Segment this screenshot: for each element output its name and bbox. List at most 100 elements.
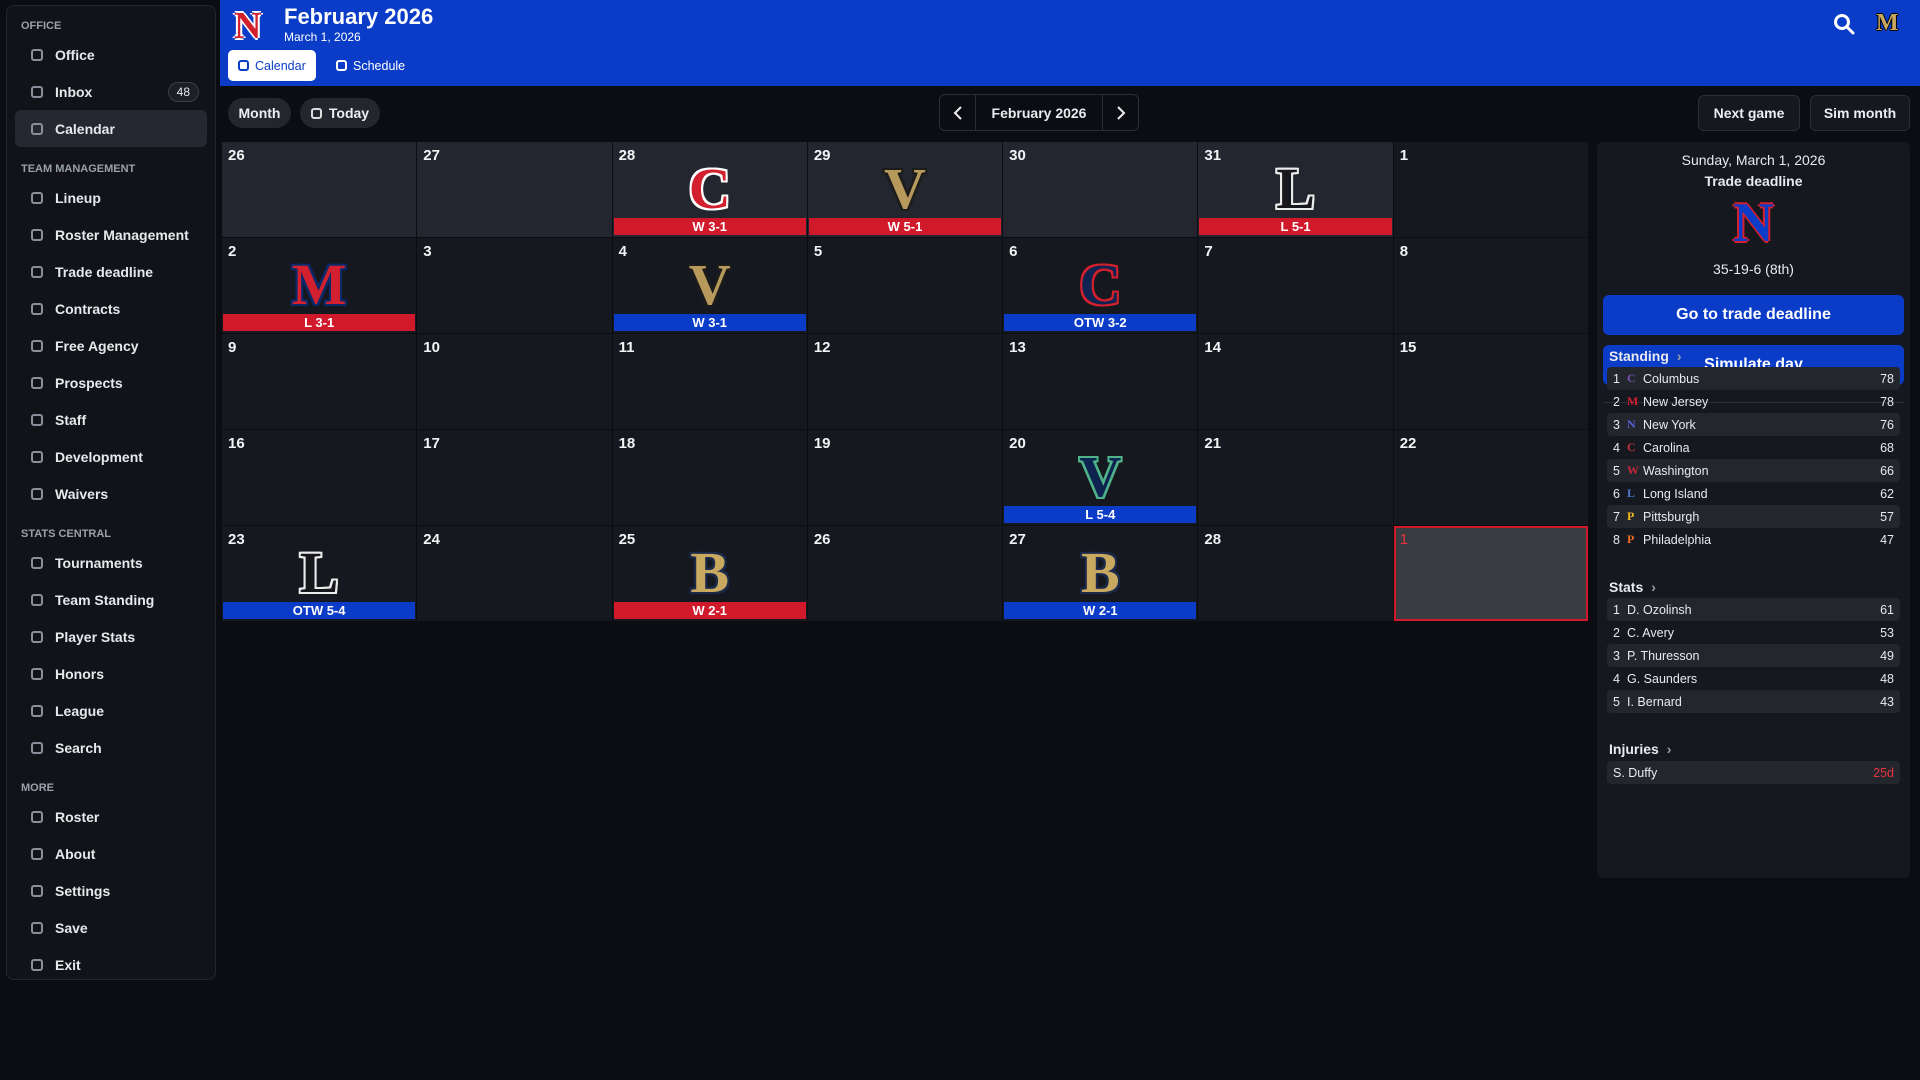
nav-item[interactable]: League	[15, 692, 207, 729]
nav-item[interactable]: Prospects	[15, 364, 207, 401]
nav-item[interactable]: Player Stats	[15, 618, 207, 655]
day-cell[interactable]: 1	[1393, 142, 1588, 237]
day-cell[interactable]: 27	[417, 142, 612, 237]
team-icon: C	[1627, 440, 1636, 454]
day-cell[interactable]: 26	[222, 142, 417, 237]
nav-icon	[31, 921, 43, 934]
day-cell[interactable]: 31 L L 5-1	[1198, 142, 1393, 237]
list-row: 5 I. Bernard 43	[1607, 690, 1900, 713]
nav-item[interactable]: About	[15, 835, 207, 872]
day-cell[interactable]: 22	[1393, 430, 1588, 525]
day-cell[interactable]: 23 L OTW 5-4	[222, 526, 417, 621]
page-title: February 2026	[284, 4, 434, 29]
search-icon[interactable]	[1833, 13, 1855, 35]
nav-label: League	[55, 702, 105, 719]
toolbar-button[interactable]: Sim month	[1810, 95, 1910, 131]
day-cell[interactable]: 16	[222, 430, 417, 525]
list-row: 8 P Philadelphia 47	[1607, 528, 1900, 551]
nav-item[interactable]: Exit	[15, 946, 207, 983]
day-cell[interactable]: 5	[807, 238, 1003, 333]
tab[interactable]: Calendar	[228, 50, 316, 81]
day-cell[interactable]: 1	[1393, 526, 1588, 621]
game-result: L 3-1	[223, 314, 416, 331]
day-number: 1	[1399, 531, 1409, 548]
nav-item[interactable]: Trade deadline	[15, 253, 207, 290]
day-number: 28	[618, 147, 636, 164]
nav-label: Team Standing	[55, 591, 155, 608]
day-cell[interactable]: 24	[417, 526, 612, 621]
nav-label: Lineup	[55, 189, 101, 206]
league-logo[interactable]: M	[1876, 10, 1899, 36]
nav-item[interactable]: Roster Management	[15, 216, 207, 253]
nav-item[interactable]: Free Agency	[15, 327, 207, 364]
nav-item[interactable]: Office	[15, 36, 207, 73]
day-cell[interactable]: 3	[417, 238, 612, 333]
team-logo: V	[688, 252, 731, 317]
day-cell[interactable]: 29 V W 5-1	[807, 142, 1003, 237]
day-cell[interactable]: 30	[1003, 142, 1198, 237]
nav-item[interactable]: Search	[15, 729, 207, 766]
day-cell[interactable]: 20 V L 5-4	[1003, 430, 1198, 525]
list: S. Duffy 25d	[1607, 761, 1900, 784]
day-cell[interactable]: 21	[1198, 430, 1393, 525]
day-cell[interactable]: 9	[222, 334, 417, 429]
day-cell[interactable]: 28 C W 3-1	[612, 142, 807, 237]
day-cell[interactable]: 14	[1198, 334, 1393, 429]
nav-item[interactable]: Contracts	[15, 290, 207, 327]
day-cell[interactable]: 25 B W 2-1	[612, 526, 807, 621]
day-cell[interactable]: 12	[807, 334, 1003, 429]
day-cell[interactable]: 27 B W 2-1	[1003, 526, 1198, 621]
nav-item[interactable]: Development	[15, 438, 207, 475]
nav-item[interactable]: Tournaments	[15, 544, 207, 581]
toolbar-button[interactable]: Month	[228, 98, 291, 128]
day-cell[interactable]: 7	[1198, 238, 1393, 333]
toolbar-button[interactable]: Next game	[1698, 95, 1800, 131]
rank: 4	[1613, 671, 1620, 686]
nav-item[interactable]: Save	[15, 909, 207, 946]
list-row: 2 M New Jersey 78	[1607, 390, 1900, 413]
nav-item[interactable]: Waivers	[15, 475, 207, 512]
day-cell[interactable]: 26	[807, 526, 1003, 621]
day-cell[interactable]: 18	[612, 430, 807, 525]
nav-item[interactable]: Staff	[15, 401, 207, 438]
day-cell[interactable]: 11	[612, 334, 807, 429]
team-name: New York	[1643, 417, 1696, 432]
tab[interactable]: Schedule	[326, 50, 415, 81]
team-name: Columbus	[1643, 371, 1700, 386]
list-row: 3 P. Thuresson 49	[1607, 644, 1900, 667]
nav-item[interactable]: Honors	[15, 655, 207, 692]
list: 1 D. Ozolinsh 61 2 C. Avery 53 3 P. Thuresson 49…	[1607, 598, 1900, 713]
player-name: D. Ozolinsh	[1627, 602, 1692, 617]
list-row: 3 N New York 76	[1607, 413, 1900, 436]
next-month[interactable]	[1102, 95, 1138, 130]
day-cell[interactable]: 6 C OTW 3-2	[1003, 238, 1198, 333]
action-button[interactable]: Go to trade deadline	[1603, 295, 1904, 335]
nav-icon	[31, 191, 43, 204]
toolbar-button[interactable]: Today	[300, 98, 380, 128]
day-cell[interactable]: 8	[1393, 238, 1588, 333]
list-title[interactable]: Standing	[1609, 348, 1682, 364]
day-number: 6	[1009, 243, 1018, 260]
day-cell[interactable]: 28	[1198, 526, 1393, 621]
nav-item[interactable]: Calendar	[15, 110, 207, 147]
nav-label: Settings	[55, 882, 111, 899]
nav-item[interactable]: Inbox 48	[15, 73, 207, 110]
nav-item[interactable]: Team Standing	[15, 581, 207, 618]
nav-item[interactable]: Roster	[15, 798, 207, 835]
nav-item[interactable]: Lineup	[15, 179, 207, 216]
day-cell[interactable]: 13	[1003, 334, 1198, 429]
nav-item[interactable]: Settings	[15, 872, 207, 909]
prev-month[interactable]	[940, 95, 976, 130]
day-cell[interactable]: 10	[417, 334, 612, 429]
day-cell[interactable]: 19	[807, 430, 1003, 525]
team-name: Washington	[1643, 463, 1709, 478]
team-logo: B	[1080, 540, 1120, 605]
day-number: 2	[228, 243, 237, 260]
list-title[interactable]: Injuries	[1609, 741, 1671, 757]
day-cell[interactable]: 17	[417, 430, 612, 525]
nav-icon	[31, 741, 43, 754]
list-title[interactable]: Stats	[1609, 579, 1656, 595]
day-cell[interactable]: 15	[1393, 334, 1588, 429]
